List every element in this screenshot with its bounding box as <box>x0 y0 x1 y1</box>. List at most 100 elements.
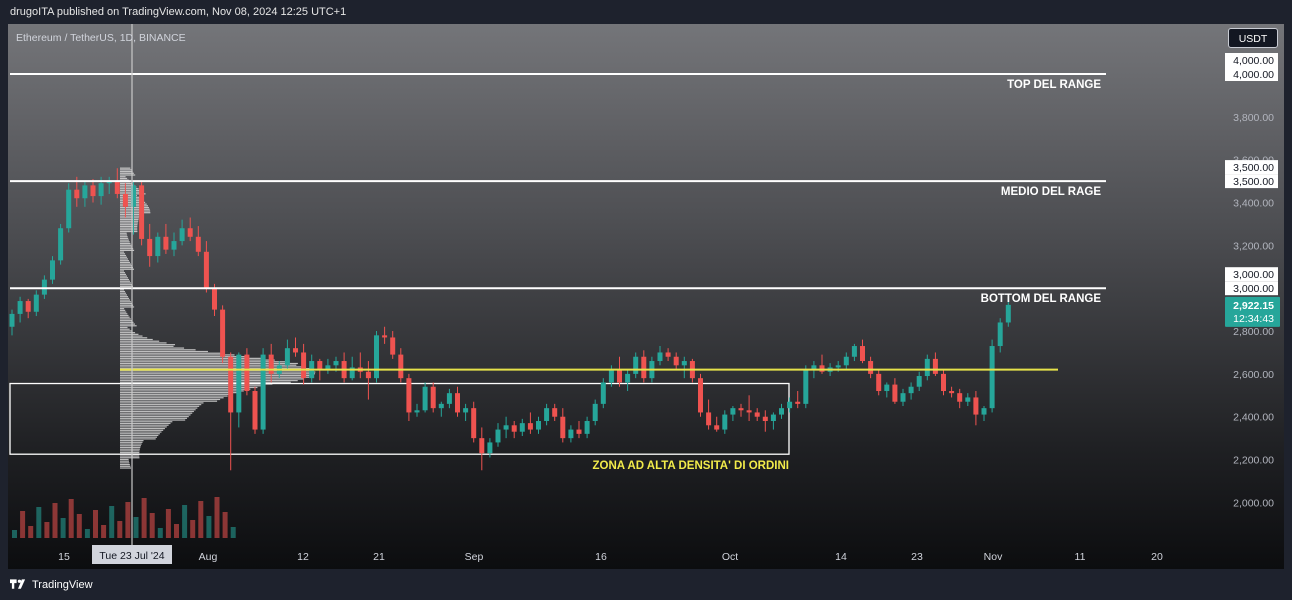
candle <box>787 397 793 413</box>
candle <box>390 331 396 359</box>
candle-body <box>260 354 266 430</box>
candle <box>673 352 679 370</box>
candle-body <box>617 369 622 383</box>
price-tick-label: 2,400.00 <box>1233 412 1274 424</box>
candle-body <box>843 356 849 366</box>
candle <box>989 339 995 413</box>
symbol-title: Ethereum / TetherUS, 1D, BINANCE <box>16 32 186 44</box>
candle-body <box>787 401 793 409</box>
candle-body <box>552 408 558 417</box>
candle <box>527 412 533 434</box>
candle-body <box>41 279 47 295</box>
candle-body <box>390 337 396 355</box>
candle-body <box>66 189 72 229</box>
candle-body <box>973 397 979 415</box>
candle-body <box>365 371 371 379</box>
level-price-tag-box <box>1225 281 1278 296</box>
candle <box>252 386 258 434</box>
candle <box>600 378 606 409</box>
candle <box>455 386 460 417</box>
candle-body <box>625 373 631 383</box>
candle <box>365 361 371 400</box>
candle <box>973 391 979 426</box>
candle-body <box>155 236 161 257</box>
level-price-tag: 4,000.00 <box>1225 67 1278 81</box>
candle <box>900 388 906 407</box>
chart-panel[interactable] <box>8 24 1284 569</box>
candle <box>446 388 452 409</box>
currency-button[interactable]: USDT <box>1228 28 1278 48</box>
candle-body <box>236 354 242 413</box>
candle <box>479 427 485 471</box>
candle <box>511 421 517 439</box>
candle-body <box>511 425 517 432</box>
candle <box>382 326 388 344</box>
level-price-tag: 3,000.00 <box>1225 267 1278 282</box>
candle <box>868 356 874 379</box>
candle-body <box>195 236 201 252</box>
candle <box>908 382 914 400</box>
candle <box>665 348 671 362</box>
candle-body <box>228 356 234 413</box>
candle-body <box>600 382 606 404</box>
candle <box>195 226 201 257</box>
price-tick-label: 2,800.00 <box>1233 326 1274 338</box>
candle-body <box>171 241 177 250</box>
candle <box>487 438 493 458</box>
candle <box>779 403 784 419</box>
candle-body <box>835 365 841 368</box>
candle-body <box>212 288 217 310</box>
candle <box>422 382 428 413</box>
candle-body <box>106 181 112 184</box>
candle <box>568 425 574 443</box>
candle-body <box>673 356 679 366</box>
candle-body <box>98 183 104 197</box>
level-price-tag: 3,500.00 <box>1225 174 1278 189</box>
candle <box>106 176 112 194</box>
candle-body <box>1005 304 1011 323</box>
candle-body <box>82 185 88 199</box>
time-tick-label: 21 <box>373 551 385 563</box>
candle <box>438 401 444 417</box>
time-tick-label: 20 <box>1151 551 1163 563</box>
candle-body <box>900 393 906 402</box>
candle-body <box>762 416 768 422</box>
candle <box>584 416 590 439</box>
candle-body <box>803 369 809 404</box>
candle-body <box>754 412 760 417</box>
candle <box>746 395 752 422</box>
price-tick-label: 3,200.00 <box>1233 240 1274 252</box>
candle <box>884 382 890 398</box>
candle-body <box>58 228 64 261</box>
candle <box>228 352 234 471</box>
candle-body <box>495 429 501 443</box>
candle <box>681 356 687 379</box>
candle <box>592 399 598 426</box>
candle-body <box>730 408 736 415</box>
candle <box>762 410 768 432</box>
candle-body <box>941 373 946 392</box>
level-price-tag-text: 3,000.00 <box>1233 269 1274 281</box>
candle <box>633 352 639 379</box>
candle-body <box>147 238 153 257</box>
candle <box>949 386 955 398</box>
candle-body <box>422 386 428 411</box>
mid-range-label: MEDIO DEL RAGE <box>1001 186 1101 198</box>
candle-body <box>374 335 379 379</box>
candle <box>932 352 938 377</box>
candle-body <box>924 358 930 377</box>
candle-body <box>349 367 355 379</box>
candle-body <box>25 301 31 312</box>
candle <box>260 348 266 434</box>
level-price-tag-box <box>1225 53 1278 67</box>
candle-body <box>989 346 995 409</box>
candle <box>90 178 96 203</box>
candle-body <box>406 378 412 413</box>
level-price-tag-text: 3,500.00 <box>1233 162 1274 174</box>
candle-body <box>220 309 226 357</box>
candle-body <box>463 408 469 413</box>
tradingview-logo-icon <box>10 579 26 589</box>
tradingview-logo[interactable]: TradingView <box>10 577 93 593</box>
volume-bars <box>12 497 236 538</box>
